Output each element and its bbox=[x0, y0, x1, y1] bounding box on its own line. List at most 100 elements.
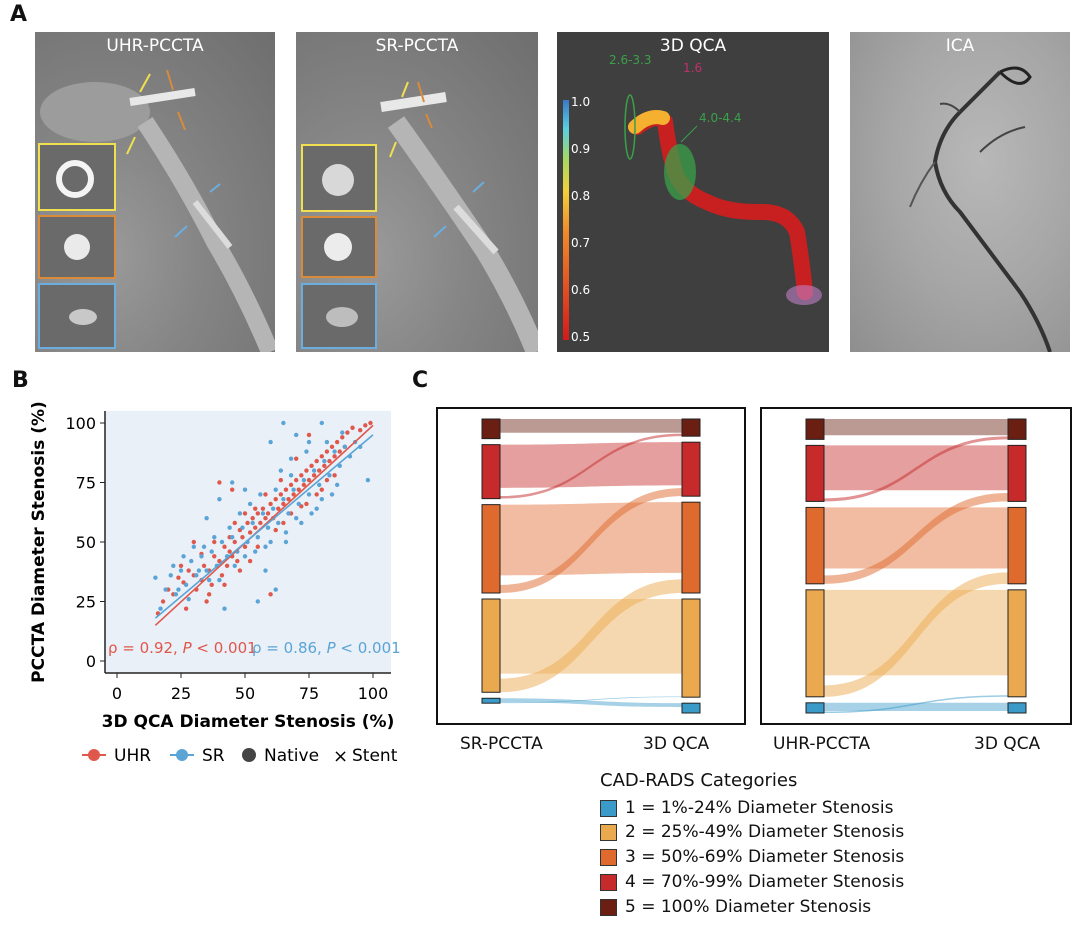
sankey-cross-flow bbox=[824, 436, 1008, 502]
sankey-left-node-cat-2 bbox=[805, 589, 825, 698]
sankey-cross-flow bbox=[500, 433, 682, 499]
scatter-point-uhr bbox=[204, 599, 209, 604]
scatter-point-uhr bbox=[314, 458, 319, 464]
colorbar-tick-3: 0.8 bbox=[571, 189, 590, 203]
scatter-point-uhr bbox=[278, 492, 284, 497]
scatter-point-sr bbox=[299, 520, 304, 526]
sankey-left-node-cat-5 bbox=[481, 418, 501, 440]
sankey1-left-label: SR-PCCTA bbox=[460, 734, 543, 754]
scatter-point-sr bbox=[329, 492, 335, 497]
sankey-flows bbox=[500, 419, 682, 708]
scatter-point-sr bbox=[291, 487, 296, 492]
colorbar-tick-4: 0.7 bbox=[571, 236, 590, 250]
colorbar-tick-1: 1.0 bbox=[571, 95, 590, 109]
scatter-point-sr bbox=[186, 596, 191, 602]
scatter-point-sr bbox=[255, 599, 260, 604]
annotation-left: 2.6-3.3 bbox=[609, 53, 652, 67]
scatter-point-sr bbox=[250, 520, 255, 526]
cad-rads-label-1: 1 = 1%-24% Diameter Stenosis bbox=[625, 798, 894, 818]
scatter-point-uhr bbox=[268, 501, 273, 507]
sankey2-left-label: UHR-PCCTA bbox=[773, 734, 871, 754]
cad-rads-swatch-2 bbox=[600, 823, 617, 841]
scatter-point-uhr bbox=[304, 501, 309, 507]
scatter-chart: 0 25 50 75 100 0 25 50 75 100 ρ = 0.92, P < 0.001… bbox=[29, 401, 400, 767]
uhr-correlation: ρ = 0.92, P < 0.001 bbox=[108, 639, 257, 657]
scatter-point-uhr bbox=[230, 487, 235, 492]
sankey-left-node-cat-1 bbox=[805, 702, 825, 714]
x-tick-label: 0 bbox=[112, 684, 122, 703]
x-tick-label: 100 bbox=[358, 684, 389, 703]
legend-uhr-marker bbox=[88, 749, 100, 761]
scatter-point-sr bbox=[281, 496, 286, 502]
scatter-ylabel: PCCTA Diameter Stenosis (%) bbox=[29, 401, 49, 683]
x-tick-label: 50 bbox=[235, 684, 255, 703]
scatter-point-uhr bbox=[186, 568, 191, 573]
scatter-point-sr bbox=[168, 573, 173, 578]
scatter-point-sr bbox=[314, 506, 319, 511]
scatter-point-uhr bbox=[191, 539, 196, 545]
scatter-point-uhr bbox=[306, 432, 312, 438]
scatter-point-sr bbox=[319, 496, 324, 502]
sankey-left-node-cat-3 bbox=[805, 506, 825, 585]
scatter-point-sr bbox=[232, 563, 237, 568]
scatter-point-uhr bbox=[183, 606, 189, 611]
ica-image: ICA bbox=[850, 32, 1070, 352]
cad-rads-item-1: 1 = 1%-24% Diameter Stenosis bbox=[600, 798, 893, 818]
scatter-point-uhr bbox=[235, 558, 240, 564]
scatter-point-sr bbox=[206, 577, 212, 583]
cad-rads-label-3: 3 = 50%-69% Diameter Stenosis bbox=[625, 847, 905, 867]
y-tick-label: 25 bbox=[76, 593, 96, 612]
scatter-point-sr bbox=[276, 520, 281, 526]
scatter-point-sr bbox=[255, 535, 260, 540]
sankey-right-node-cat-2 bbox=[1007, 589, 1027, 698]
sankey-flow-cat-1 bbox=[500, 698, 682, 708]
y-tick-label: 75 bbox=[76, 474, 96, 493]
scatter-point-sr bbox=[230, 480, 235, 485]
scatter-point-sr bbox=[194, 573, 199, 578]
sankey-flow-cat-5 bbox=[824, 419, 1008, 436]
qca-3d-title: 3D QCA bbox=[659, 36, 727, 56]
scatter-point-sr bbox=[294, 516, 299, 521]
scatter-point-sr bbox=[278, 468, 284, 473]
scatter-point-sr bbox=[268, 439, 273, 445]
scatter-point-sr bbox=[204, 516, 209, 521]
scatter-point-sr bbox=[204, 568, 209, 573]
ica-title: ICA bbox=[945, 36, 975, 56]
legend-native-marker bbox=[242, 748, 256, 762]
legend-sr-marker bbox=[176, 749, 188, 761]
scatter-point-sr bbox=[176, 587, 181, 592]
scatter-point-uhr bbox=[258, 520, 263, 526]
scatter-point-uhr bbox=[265, 511, 271, 516]
scatter-point-uhr bbox=[222, 582, 227, 588]
scatter-point-sr bbox=[273, 587, 278, 592]
sankey-left-node-cat-4 bbox=[805, 444, 825, 502]
legend-stent: Stent bbox=[352, 746, 398, 766]
scatter-point-uhr bbox=[309, 463, 314, 469]
scatter-point-sr bbox=[227, 525, 232, 530]
scatter-xlabel: 3D QCA Diameter Stenosis (%) bbox=[102, 712, 395, 732]
scatter-point-sr bbox=[319, 420, 324, 426]
legend-uhr: UHR bbox=[114, 746, 151, 766]
scatter-point-sr bbox=[283, 539, 289, 545]
cad-rads-title: CAD-RADS Categories bbox=[600, 770, 798, 791]
sankey2-right-label: 3D QCA bbox=[974, 734, 1041, 754]
scatter-point-uhr bbox=[222, 544, 227, 549]
scatter-point-sr bbox=[309, 511, 314, 516]
scatter-point-sr bbox=[332, 449, 337, 454]
sankey-uhr-qca bbox=[760, 407, 1072, 725]
sankey-right-node-cat-4 bbox=[1007, 444, 1027, 502]
scatter-point-sr bbox=[212, 535, 217, 540]
scatter-point-sr bbox=[258, 492, 263, 497]
legend-stent-marker: × bbox=[333, 746, 348, 767]
scatter-point-uhr bbox=[299, 473, 304, 478]
scatter-point-uhr bbox=[242, 544, 248, 549]
scatter-point-sr bbox=[283, 530, 289, 535]
scatter-point-uhr bbox=[224, 563, 230, 568]
scatter-point-uhr bbox=[178, 563, 184, 568]
scatter-point-uhr bbox=[304, 468, 309, 473]
scatter-point-uhr bbox=[368, 420, 373, 426]
scatter-point-sr bbox=[268, 539, 273, 545]
cad-rads-label-5: 5 = 100% Diameter Stenosis bbox=[625, 897, 872, 917]
scatter-point-sr bbox=[253, 549, 258, 554]
scatter-point-uhr bbox=[324, 477, 330, 483]
